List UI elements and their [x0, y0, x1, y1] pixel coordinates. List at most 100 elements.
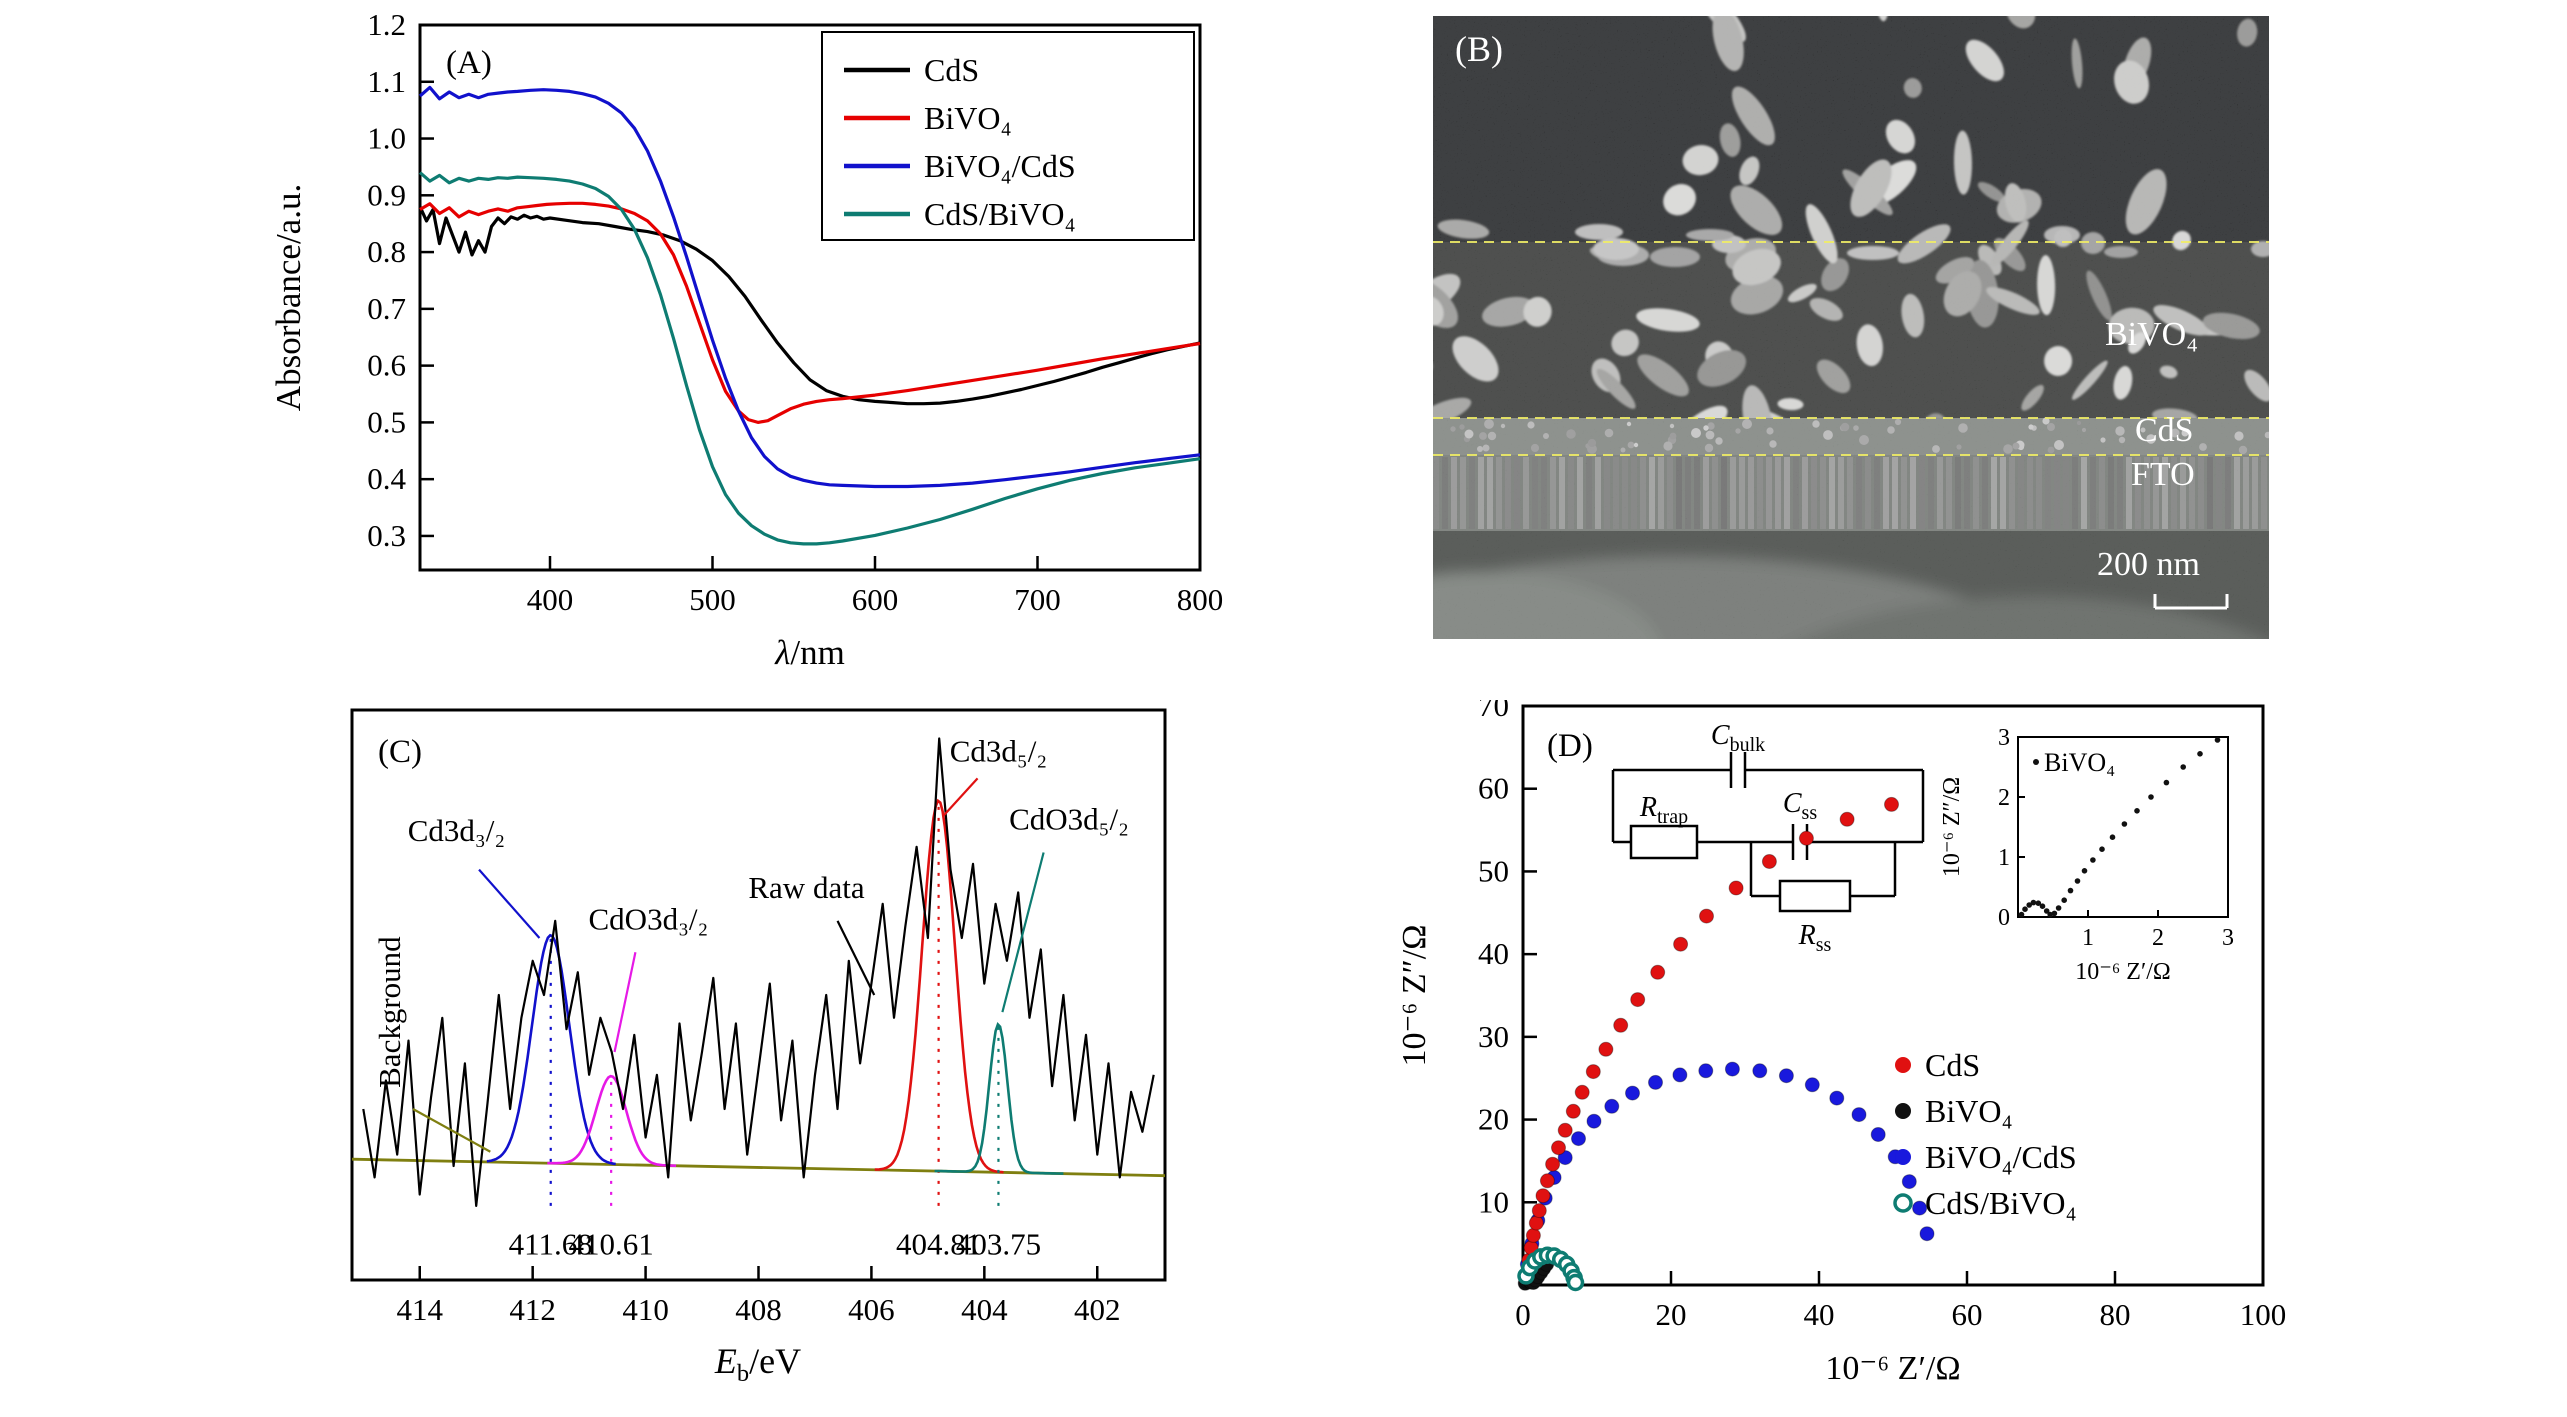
inset-data-point [2061, 897, 2067, 903]
inset-data-point [2134, 808, 2140, 814]
data-point [1650, 964, 1666, 980]
data-point [1804, 1077, 1820, 1093]
panel-c-title: (C) [378, 734, 422, 770]
data-point [1673, 936, 1689, 952]
data-point [1752, 1063, 1768, 1079]
y-tick-label: 20 [1478, 1102, 1509, 1137]
data-point [1545, 1156, 1561, 1172]
inset-data-point [2051, 910, 2058, 917]
x-tick-label: 408 [735, 1292, 782, 1327]
inset-data-point [2109, 834, 2116, 840]
x-tick-label: 800 [1177, 582, 1224, 617]
plot-border-d [1521, 704, 2265, 1287]
data-point [1699, 908, 1714, 924]
peak-value-label: 404.81 [896, 1226, 981, 1261]
data-point [1698, 1063, 1714, 1079]
x-tick-label: 600 [852, 582, 899, 617]
legend-label: BiVO₄/CdS [1925, 1139, 2077, 1175]
data-point [1604, 1098, 1620, 1114]
inset-data-point [2180, 764, 2186, 770]
legend-box-a [821, 31, 1195, 241]
inset-data-point [2197, 751, 2203, 757]
y-tick-label: 1.0 [367, 121, 406, 156]
inset-y-axis-label: 10⁻⁶ Z″/Ω [1939, 777, 1965, 877]
series-CdS/BiVO₄ [1517, 1246, 1585, 1292]
annotation-label: CdO3d₅/₂ [1009, 802, 1129, 837]
xlabel-symbol: E [714, 1341, 737, 1381]
inset-y-tick-label: 0 [1998, 905, 2010, 931]
data-point [1551, 1140, 1566, 1156]
annotation-leader [1001, 852, 1045, 1013]
data-point [1528, 1215, 1544, 1231]
data-point [1625, 1085, 1640, 1101]
x-tick-label: 406 [848, 1292, 895, 1327]
inset-data-point [2099, 846, 2105, 852]
inset-y-tick-label: 3 [1998, 725, 2010, 751]
y-tick-label: 0.3 [367, 518, 406, 553]
inset-data-point [2035, 900, 2042, 906]
x-axis-label-a: λ/nm [774, 633, 845, 672]
inset-x-tick-label: 3 [2222, 925, 2234, 951]
data-point [1728, 880, 1744, 896]
legend-label: BiVO₄/CdS [924, 148, 1076, 184]
circuit-label-rtrap: Rtrap [1639, 792, 1688, 828]
data-point [1672, 1067, 1688, 1083]
inset-data-point [2081, 868, 2088, 874]
data-point [1598, 1041, 1614, 1057]
x-tick-label: 60 [1952, 1297, 1983, 1332]
x-tick-label: 20 [1656, 1297, 1687, 1332]
legend-label: BiVO₄ [1925, 1093, 2013, 1129]
inset-x-tick-label: 2 [2152, 925, 2164, 951]
data-point [1761, 854, 1777, 869]
equivalent-circuit: Cbulk Rtrap Css Rss [1611, 720, 1925, 956]
data-point [1566, 1273, 1585, 1292]
plot-border-a [418, 23, 1202, 572]
data-point [1531, 1203, 1547, 1219]
data-point [1565, 1103, 1581, 1119]
annotation-leader [478, 868, 541, 939]
x-tick-label: 80 [2100, 1297, 2131, 1332]
data-point [1870, 1127, 1886, 1142]
data-point [1557, 1122, 1573, 1138]
panel-a-title: (A) [446, 45, 492, 81]
fit-peak-411.68 [486, 933, 616, 1166]
y-axis-label-d: 10⁻⁶ Z″/Ω [1396, 925, 1433, 1067]
legend-marker [1893, 1193, 1913, 1213]
inset-data-point [2039, 903, 2046, 909]
x-axis-label-d: 10⁻⁶ Z′/Ω [1825, 1350, 1960, 1387]
panel-c-xaxis-label: Eb/eV [688, 1340, 828, 1388]
y-tick-label: 0.8 [367, 234, 406, 269]
inset-data-point [2121, 821, 2128, 827]
legend-marker [1895, 1103, 1911, 1119]
data-point [1884, 796, 1899, 812]
inset-y-tick-label: 2 [1998, 785, 2010, 811]
x-tick-label: 0 [1515, 1297, 1531, 1332]
x-tick-label: 404 [961, 1292, 1008, 1327]
inset-legend-marker [2033, 759, 2039, 765]
series-CdS [418, 206, 1201, 406]
data-point [1539, 1173, 1555, 1189]
inset-data-point [2047, 911, 2053, 918]
annotation-label: CdO3d₃/₂ [589, 901, 709, 936]
legend-marker [1895, 1057, 1911, 1073]
x-tick-label: 414 [397, 1292, 444, 1327]
legend-label: CdS [924, 52, 979, 88]
sem-layer-label-cds: CdS [2135, 412, 2194, 449]
data-point [1724, 1061, 1740, 1077]
inset-x-tick-label: 1 [2082, 925, 2094, 951]
data-point [1535, 1188, 1551, 1204]
sem-micrograph [1433, 16, 2269, 639]
circuit-label-cbulk: Cbulk [1711, 720, 1765, 756]
resistor-rtrap [1629, 824, 1699, 860]
inset-data-point [2043, 908, 2050, 914]
panel-b-sem-image: (B) BiVO₄ CdS FTO 200 nm [1433, 16, 2269, 639]
annotation-leader [836, 920, 876, 996]
x-tick-label: 100 [2240, 1297, 2287, 1332]
data-point [1912, 1200, 1928, 1216]
data-point [1571, 1131, 1586, 1147]
xlabel-subscript: b [736, 1360, 750, 1388]
annotation-leader [412, 1108, 491, 1153]
data-point [1901, 1174, 1917, 1190]
